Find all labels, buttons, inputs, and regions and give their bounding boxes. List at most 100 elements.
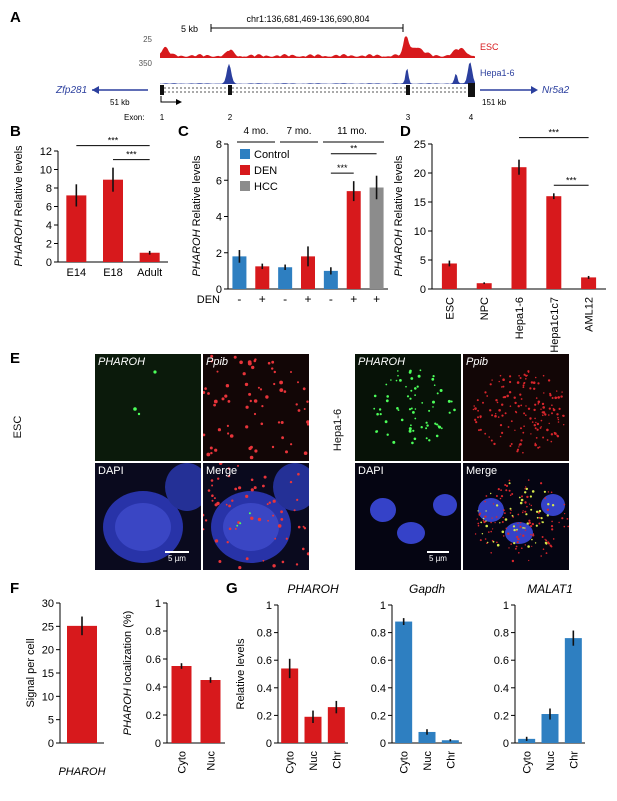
fluorescent-spot [530,504,532,507]
legend-swatch-den [240,165,250,175]
fluorescent-spot [524,544,526,546]
fluorescent-spot [519,443,522,446]
fluorescent-spot [496,541,498,544]
chart-g2-title: Gapdh [409,582,445,596]
esc-ppib-image: Ppib [203,354,309,461]
fluorescent-spot [433,384,436,386]
zfp281-arrowhead [92,86,99,94]
fluorescent-spot [509,405,512,407]
fluorescent-spot [518,496,521,499]
legend-swatch-hcc [240,181,250,191]
fluorescent-spot [373,394,377,398]
panel-letter-b: B [10,123,21,140]
fluorescent-spot [259,388,263,391]
fluorescent-spot [502,378,505,381]
fluorescent-spot [283,390,287,393]
fluorescent-spot [505,484,509,487]
panel-letter-f: F [10,580,19,597]
fluorescent-spot [414,387,417,390]
fluorescent-spot [225,503,228,506]
fluorescent-spot [245,494,249,498]
chart-b-x-tick-label: E18 [103,267,123,279]
fluorescent-spot [210,360,213,363]
fluorescent-spot [257,386,260,389]
fluorescent-spot [536,516,539,519]
fluorescent-spot [280,421,284,424]
fluorescent-spot [408,408,412,411]
fluorescent-spot [548,407,551,410]
fluorescent-spot [247,360,252,364]
fluorescent-spot [496,543,500,547]
fluorescent-spot [238,566,242,570]
fluorescent-spot [228,527,232,531]
fluorescent-spot [550,545,553,548]
fluorescent-spot [541,536,544,538]
chart-c-bar [346,191,361,289]
chart-d-x-tick-label: Hepa1c1c7 [549,297,561,353]
fluorescent-spot [521,511,524,514]
chart-g1-bar [304,716,322,743]
fluorescent-spot [521,547,523,549]
fluorescent-spot [477,522,480,525]
fluorescent-spot [551,397,554,399]
chart-f2-y-tick-label: 0.4 [146,682,161,694]
fluorescent-spot [548,422,550,425]
fluorescent-spot [438,425,442,429]
period-label-4mo: 4 mo. [243,126,268,137]
chart-f2-bar [200,680,221,743]
chart-g3-y-tick-label: 1 [503,600,509,612]
fluorescent-spot [474,419,477,421]
fluorescent-spot [417,374,421,378]
chart-g1-bar [281,668,299,743]
fluorescent-spot [511,493,514,495]
hepa-merge-overlay [474,479,569,563]
fluorescent-spot [552,407,555,410]
chart-f1-y-tick-label: 30 [42,598,54,610]
fluorescent-spot [529,417,532,420]
chart-g1-y-tick-label: 0 [266,738,272,750]
chart-f2-y-label: PHAROH localization (%) [122,611,134,736]
fluorescent-spot [524,488,526,490]
fluorescent-spot [280,510,283,514]
fluorescent-spot [491,414,494,417]
fluorescent-spot [306,420,309,424]
gene-left-name: Zfp281 [55,85,87,96]
fluorescent-spot [482,519,484,522]
tile-label-ppib-hepa: Ppib [466,356,489,368]
panel-letter-c: C [178,123,189,140]
chart-c-bar [255,266,270,289]
tile-label-dapi: DAPI [98,465,124,477]
fluorescent-spot [397,370,399,372]
fluorescent-spot [490,492,492,495]
fluorescent-spot [410,377,414,380]
fluorescent-spot [486,395,489,397]
chart-g3-y-tick-label: 0.4 [494,683,509,695]
fluorescent-spot [503,395,507,399]
fluorescent-spot [546,508,550,511]
chart-c-y-tick-label: 2 [216,248,222,260]
chart-c-bar [323,270,338,289]
chart-g2-y-tick-label: 1 [380,600,386,612]
fluorescent-spot [495,495,498,497]
fluorescent-spot [530,533,532,536]
fluorescent-spot [489,383,492,386]
fluorescent-spot [210,451,213,455]
chart-g2-x-tick-label: Cyto [399,751,411,774]
chart-d-y-tick-label: 5 [420,255,426,267]
fluorescent-spot [478,513,481,516]
chart-g1-title: PHAROH [287,582,339,596]
chart-d-y-tick-label: 10 [414,226,426,238]
fluorescent-spot [538,516,541,519]
fluorescent-spot [375,430,378,433]
chart-f-localization: 0 0.2 0.4 0.6 0.8 1 PHAROH localization (%) Cyt… [122,598,225,774]
fluorescent-spot [501,530,505,534]
fluorescent-spot [540,517,543,520]
fluorescent-spot [525,513,528,516]
fluorescent-spot [525,486,527,488]
fluorescent-spot [540,419,543,422]
fluorescent-spot [540,426,542,428]
fluorescent-spot [551,412,553,415]
chart-g1-x-tick-label: Chr [331,751,343,769]
chart-g3-x-tick-label: Chr [568,751,580,769]
fluorescent-spot [217,428,221,432]
